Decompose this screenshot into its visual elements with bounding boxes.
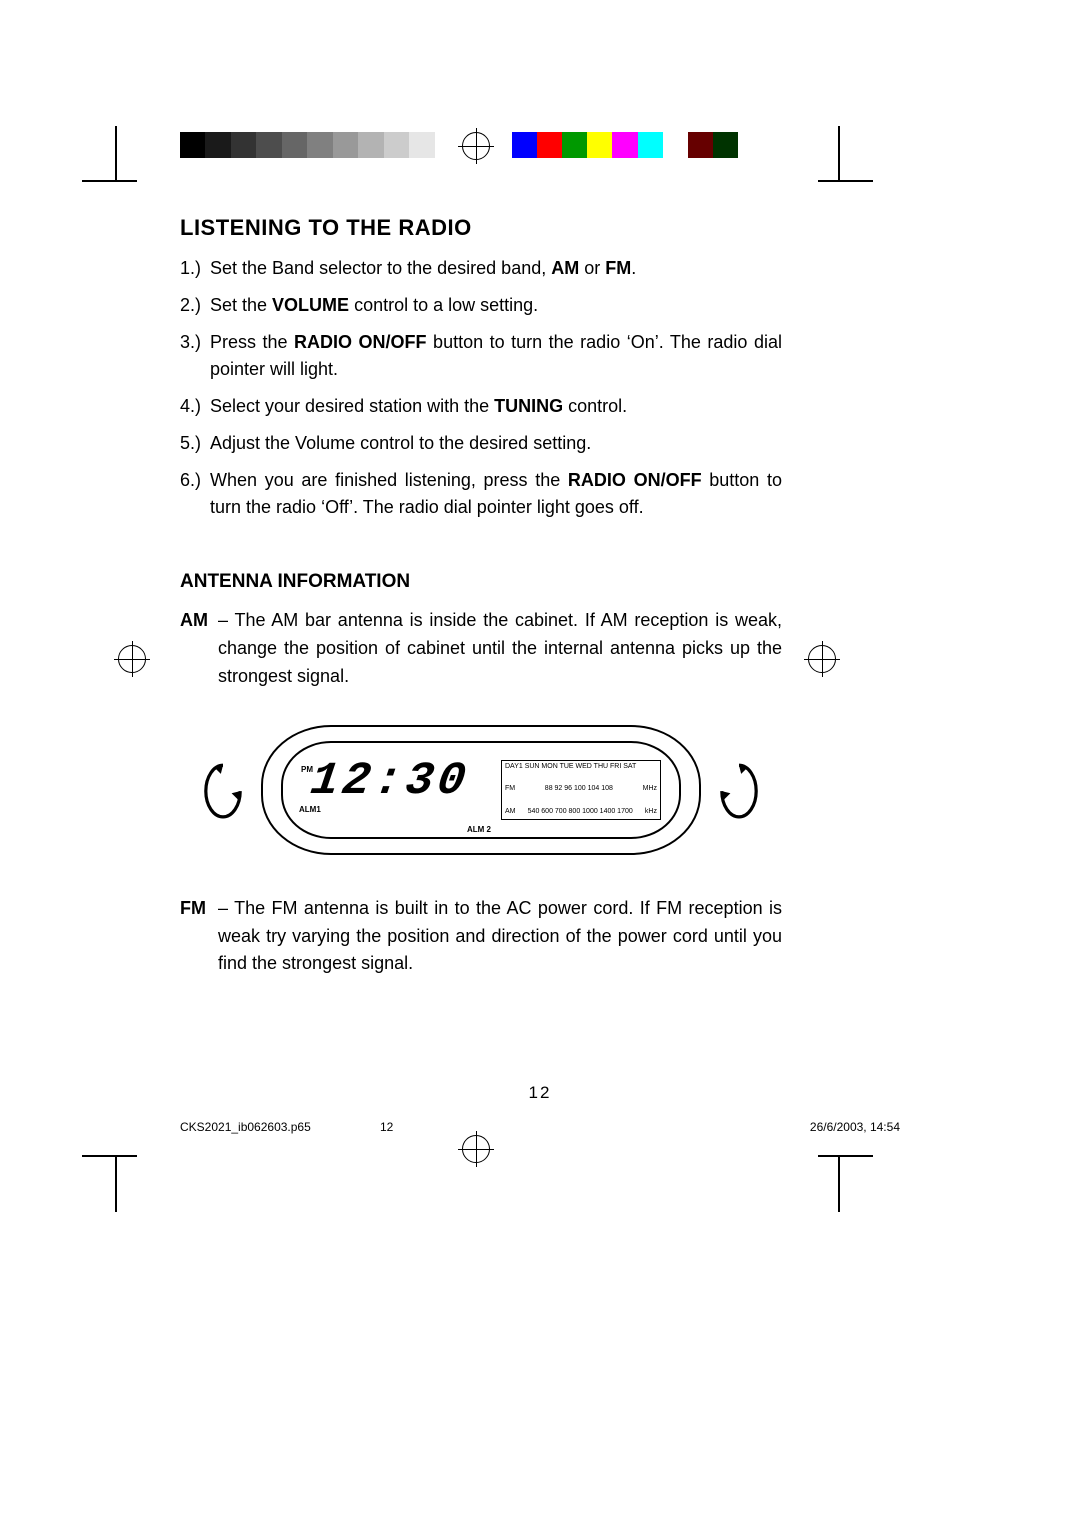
calibration-swatch xyxy=(409,132,434,158)
step-text: When you are finished listening, press t… xyxy=(210,467,782,521)
calibration-swatch xyxy=(713,132,738,158)
bold-term: FM xyxy=(605,258,631,278)
crop-mark xyxy=(82,180,137,182)
radio-tuning-scale: DAY1 SUN MON TUE WED THU FRI SAT FM 88 9… xyxy=(501,760,661,820)
step-number: 6.) xyxy=(180,467,210,521)
antenna-fm-label: FM xyxy=(180,895,218,979)
registration-mark-icon xyxy=(118,645,146,673)
rotate-arrow-icon xyxy=(201,761,245,819)
fm-unit: MHz xyxy=(643,785,657,793)
step-text: Set the Band selector to the desired ban… xyxy=(210,255,782,282)
alarm1-label: ALM1 xyxy=(299,805,321,814)
crop-mark xyxy=(115,1157,117,1212)
footer-filename: CKS2021_ib062603.p65 xyxy=(180,1120,311,1134)
alarm2-label: ALM 2 xyxy=(467,825,491,834)
calibration-swatch xyxy=(282,132,307,158)
step-text: Adjust the Volume control to the desired… xyxy=(210,430,782,457)
calibration-swatch xyxy=(562,132,587,158)
am-unit: kHz xyxy=(645,808,657,816)
crop-mark xyxy=(818,1155,873,1157)
bold-term: TUNING xyxy=(494,396,563,416)
instruction-item: 4.)Select your desired station with the … xyxy=(180,393,782,420)
antenna-fm-text: – The FM antenna is built in to the AC p… xyxy=(218,895,782,979)
bold-term: AM xyxy=(551,258,579,278)
calibration-swatch xyxy=(333,132,358,158)
instruction-list: 1.)Set the Band selector to the desired … xyxy=(180,255,782,521)
calibration-swatch xyxy=(638,132,663,158)
crop-mark xyxy=(818,180,873,182)
instruction-item: 6.)When you are finished listening, pres… xyxy=(180,467,782,521)
clock-radio-illustration: 12:30 PM ALM1 ALM 2 DAY1 SUN MON TUE WED… xyxy=(201,725,761,855)
calibration-swatch xyxy=(307,132,332,158)
days-row: DAY1 SUN MON TUE WED THU FRI SAT xyxy=(505,763,657,771)
antenna-fm-paragraph: FM – The FM antenna is built in to the A… xyxy=(180,895,782,979)
calibration-swatch xyxy=(663,132,688,158)
registration-mark-icon xyxy=(462,132,490,160)
registration-mark-icon xyxy=(462,1135,490,1163)
calibration-swatch xyxy=(537,132,562,158)
bold-term: RADIO ON/OFF xyxy=(294,332,427,352)
calibration-swatch xyxy=(587,132,612,158)
footer-page: 12 xyxy=(380,1120,393,1134)
section-heading: LISTENING TO THE RADIO xyxy=(180,215,782,241)
step-number: 5.) xyxy=(180,430,210,457)
fm-scale-row: FM 88 92 96 100 104 108 MHz xyxy=(505,785,657,793)
color-calibration-bar xyxy=(512,132,738,158)
fm-label: FM xyxy=(505,785,515,793)
step-text: Press the RADIO ON/OFF button to turn th… xyxy=(210,329,782,383)
step-text: Set the VOLUME control to a low setting. xyxy=(210,292,782,319)
footer-timestamp: 26/6/2003, 14:54 xyxy=(810,1120,900,1134)
calibration-swatch xyxy=(231,132,256,158)
pm-indicator: PM xyxy=(301,765,313,774)
print-footer: CKS2021_ib062603.p65 12 26/6/2003, 14:54 xyxy=(180,1120,900,1134)
step-number: 2.) xyxy=(180,292,210,319)
rotate-arrow-icon xyxy=(717,761,761,819)
page: LISTENING TO THE RADIO 1.)Set the Band s… xyxy=(0,0,1080,1528)
content-column: LISTENING TO THE RADIO 1.)Set the Band s… xyxy=(180,215,782,990)
step-number: 1.) xyxy=(180,255,210,282)
calibration-swatch xyxy=(512,132,537,158)
antenna-am-text: – The AM bar antenna is inside the cabin… xyxy=(218,607,782,691)
calibration-swatch xyxy=(688,132,713,158)
calibration-swatch xyxy=(435,132,460,158)
step-number: 3.) xyxy=(180,329,210,383)
step-number: 4.) xyxy=(180,393,210,420)
step-text: Select your desired station with the TUN… xyxy=(210,393,782,420)
crop-mark xyxy=(838,126,840,181)
page-number: 12 xyxy=(0,1083,1080,1103)
instruction-item: 3.)Press the RADIO ON/OFF button to turn… xyxy=(180,329,782,383)
instruction-item: 5.)Adjust the Volume control to the desi… xyxy=(180,430,782,457)
crop-mark xyxy=(115,126,117,181)
bold-term: RADIO ON/OFF xyxy=(568,470,702,490)
bold-term: VOLUME xyxy=(272,295,349,315)
clock-display: 12:30 xyxy=(307,755,472,807)
grayscale-calibration-bar xyxy=(180,132,460,158)
crop-mark xyxy=(82,1155,137,1157)
fm-ticks: 88 92 96 100 104 108 xyxy=(545,785,613,793)
calibration-swatch xyxy=(384,132,409,158)
instruction-item: 2.)Set the VOLUME control to a low setti… xyxy=(180,292,782,319)
calibration-swatch xyxy=(180,132,205,158)
am-ticks: 540 600 700 800 1000 1400 1700 xyxy=(528,808,633,816)
crop-mark xyxy=(838,1157,840,1212)
calibration-swatch xyxy=(205,132,230,158)
calibration-swatch xyxy=(612,132,637,158)
am-label: AM xyxy=(505,808,516,816)
am-scale-row: AM 540 600 700 800 1000 1400 1700 kHz xyxy=(505,808,657,816)
subsection-heading: ANTENNA INFORMATION xyxy=(180,571,782,593)
calibration-swatch xyxy=(358,132,383,158)
antenna-am-label: AM xyxy=(180,607,218,691)
antenna-am-paragraph: AM – The AM bar antenna is inside the ca… xyxy=(180,607,782,691)
instruction-item: 1.)Set the Band selector to the desired … xyxy=(180,255,782,282)
registration-mark-icon xyxy=(808,645,836,673)
calibration-swatch xyxy=(256,132,281,158)
